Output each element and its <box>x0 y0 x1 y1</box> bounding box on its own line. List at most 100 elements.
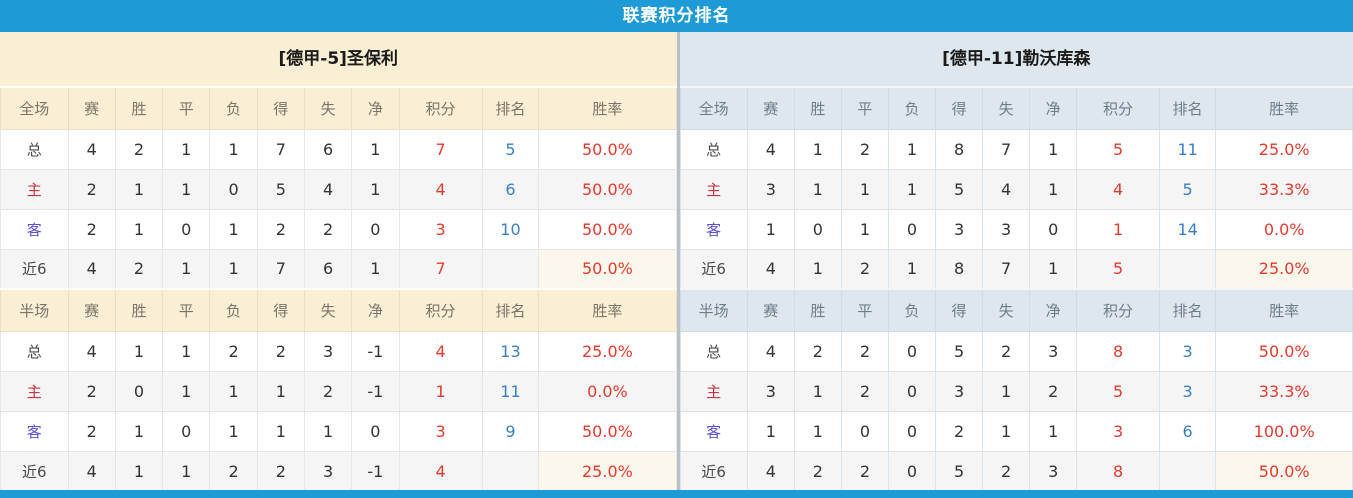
stat-cell: 3 <box>746 370 795 412</box>
column-header: 积分 <box>1076 86 1160 130</box>
row-label: 总 <box>0 330 69 372</box>
stat-cell: 1 <box>982 370 1031 412</box>
stat-cell: 50.0% <box>538 208 677 250</box>
stat-cell: 13 <box>481 330 540 372</box>
column-header: 积分 <box>1076 288 1160 332</box>
row-label: 主 <box>679 168 748 210</box>
stat-cell: 50.0% <box>538 168 677 210</box>
stat-cell: 1 <box>793 370 842 412</box>
stat-cell: 4 <box>746 248 795 290</box>
stat-cell: 1 <box>793 248 842 290</box>
stat-cell: 7 <box>256 248 305 290</box>
column-header: 赛 <box>67 288 116 332</box>
stat-cell: 1 <box>162 450 211 492</box>
stat-cell: 1 <box>162 370 211 412</box>
row-label: 总 <box>0 128 69 170</box>
stat-cell: 3 <box>398 208 483 250</box>
column-header: 得 <box>256 86 305 130</box>
stat-cell: 2 <box>256 330 305 372</box>
stat-cell: -1 <box>351 370 400 412</box>
stat-cell: 7 <box>982 128 1031 170</box>
stat-cell: 4 <box>746 330 795 372</box>
row-label: 总 <box>679 330 748 372</box>
stat-cell: 3 <box>1158 330 1217 372</box>
stat-cell: 3 <box>303 450 353 492</box>
stat-cell: 100.0% <box>1215 410 1353 452</box>
table-row: 总 4 1 1 2 2 3 -1 4 13 25.0% <box>0 330 677 372</box>
stat-cell: 2 <box>67 410 116 452</box>
team-name: [德甲-5]圣保利 <box>0 32 677 86</box>
stat-cell: 0 <box>793 208 842 250</box>
stat-cell: 1 <box>746 410 795 452</box>
stat-cell: 1 <box>303 410 353 452</box>
row-label: 客 <box>0 208 69 250</box>
table-row: 客 2 1 0 1 2 2 0 3 10 50.0% <box>0 208 677 250</box>
stat-cell: 9 <box>481 410 540 452</box>
stat-cell: 5 <box>481 128 540 170</box>
table-row: 近6 4 2 2 0 5 2 3 8 50.0% <box>679 450 1353 492</box>
stat-cell: 4 <box>398 168 483 210</box>
stat-cell <box>1158 248 1217 290</box>
stat-cell: 0 <box>887 370 937 412</box>
table-row: 主 3 1 2 0 3 1 2 5 3 33.3% <box>679 370 1353 412</box>
table-row: 总 4 2 1 1 7 6 1 7 5 50.0% <box>0 128 677 170</box>
row-label: 客 <box>679 208 748 250</box>
stat-cell: 1 <box>887 168 937 210</box>
stat-cell: 1 <box>114 208 164 250</box>
table-row: 总 4 1 2 1 8 7 1 5 11 25.0% <box>679 128 1353 170</box>
team-panel-right: [德甲-11]勒沃库森 全场赛胜平负得失净积分 排名 胜率总 4 1 2 1 8 7 1 5 11 25… <box>676 32 1353 492</box>
stat-cell: 2 <box>209 450 258 492</box>
stat-cell: 1 <box>162 330 211 372</box>
column-header: 胜 <box>793 288 842 332</box>
section-header-row: 全场赛胜平负得失净积分 排名 胜率 <box>679 86 1353 130</box>
stat-cell: 0.0% <box>538 370 677 412</box>
stat-cell: 11 <box>1158 128 1217 170</box>
stat-cell: 50.0% <box>1215 330 1353 372</box>
stat-cell: 1 <box>840 168 889 210</box>
column-header: 赛 <box>67 86 116 130</box>
stat-cell: 4 <box>982 168 1031 210</box>
stat-cell: 1 <box>1029 248 1078 290</box>
row-label: 近6 <box>679 450 748 492</box>
stat-cell: 8 <box>1076 450 1160 492</box>
column-header: 排名 <box>1158 288 1217 332</box>
stat-cell: 50.0% <box>538 410 677 452</box>
column-header: 净 <box>1029 86 1078 130</box>
stat-cell: 25.0% <box>1215 248 1353 290</box>
stat-cell: 0 <box>887 330 937 372</box>
stat-cell: 14 <box>1158 208 1217 250</box>
column-header: 胜率 <box>538 86 677 130</box>
stat-cell: 5 <box>256 168 305 210</box>
stat-cell: 7 <box>256 128 305 170</box>
stat-cell: 2 <box>840 370 889 412</box>
stat-cell: 1 <box>1076 208 1160 250</box>
row-label: 总 <box>679 128 748 170</box>
stat-cell: 10 <box>481 208 540 250</box>
column-header: 净 <box>351 288 400 332</box>
stat-cell: 1 <box>209 370 258 412</box>
stat-cell: 2 <box>256 208 305 250</box>
stat-cell: 1 <box>162 248 211 290</box>
stat-cell: 5 <box>1076 128 1160 170</box>
stat-cell: 2 <box>982 450 1031 492</box>
stat-cell: 2 <box>840 450 889 492</box>
stat-cell: 4 <box>67 128 116 170</box>
scope-header: 半场 <box>0 288 69 332</box>
stat-cell: 2 <box>67 208 116 250</box>
column-header: 得 <box>934 288 984 332</box>
stat-cell: 50.0% <box>1215 450 1353 492</box>
stat-cell: 1 <box>114 450 164 492</box>
stat-cell: 33.3% <box>1215 168 1353 210</box>
column-header: 失 <box>982 288 1031 332</box>
column-header: 失 <box>303 288 353 332</box>
column-header: 胜 <box>114 288 164 332</box>
stat-cell: 11 <box>481 370 540 412</box>
column-header: 排名 <box>481 86 540 130</box>
stat-cell: 0 <box>351 208 400 250</box>
stat-cell: 5 <box>1158 168 1217 210</box>
stat-cell: 25.0% <box>538 450 677 492</box>
stat-cell: 5 <box>1076 370 1160 412</box>
stat-cell: 1 <box>209 410 258 452</box>
column-header: 胜率 <box>538 288 677 332</box>
stat-cell: 0 <box>162 410 211 452</box>
